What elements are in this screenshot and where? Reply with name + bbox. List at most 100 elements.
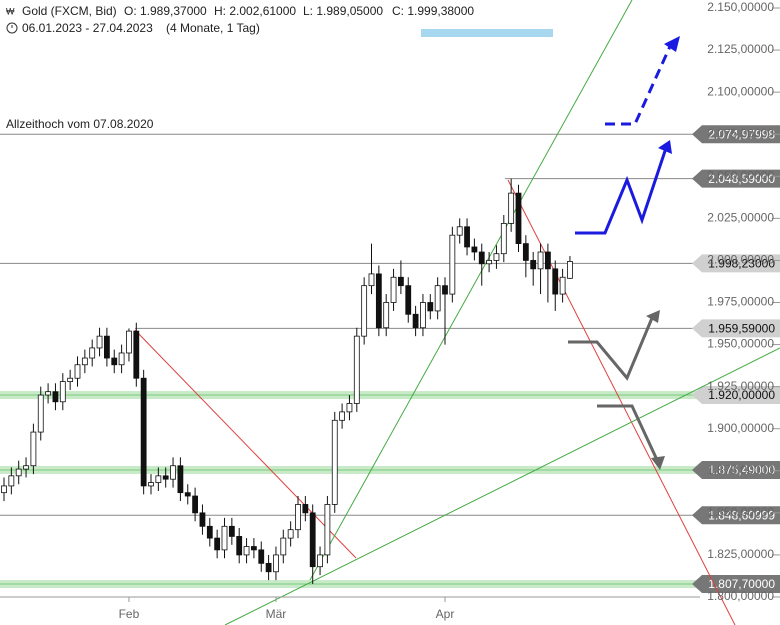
candle-body [8, 475, 15, 487]
candle-body [449, 234, 456, 295]
arrow-head [664, 36, 680, 52]
clock-icon [6, 22, 18, 34]
candle-body [295, 504, 301, 531]
level-label: 1.807,70000 [708, 577, 775, 591]
candle-body [170, 465, 176, 480]
candle-body [331, 419, 338, 505]
candle-body [434, 285, 441, 312]
arrow-head [658, 140, 672, 154]
candle-body [537, 251, 544, 270]
y-tick-label: 2.000,00000 [707, 253, 774, 267]
candle-body [52, 391, 59, 403]
y-tick-label: 1.950,00000 [707, 337, 774, 351]
y-tick-label: 2.025,00000 [707, 211, 774, 225]
close-value: C: 1.999,38000 [392, 4, 474, 18]
level-box [692, 169, 780, 188]
candle-body [412, 313, 419, 329]
candle-body [530, 260, 537, 270]
arrow [568, 317, 654, 381]
candle-body [552, 268, 559, 295]
level-label: 1.998,23000 [708, 257, 775, 271]
level-box [692, 319, 780, 338]
arrow [597, 404, 660, 463]
candle-body [155, 475, 162, 483]
candle-body [486, 260, 493, 265]
level-label: 1.875,49000 [708, 463, 775, 477]
trend-line [134, 329, 357, 559]
candle-body [545, 251, 551, 270]
candle-body [353, 335, 360, 404]
candle-body [148, 482, 154, 487]
x-tick-label: Mär [266, 607, 287, 621]
y-tick-label: 1.825,00000 [707, 547, 774, 561]
candle-body [508, 192, 515, 224]
candle-body [111, 357, 118, 366]
candle-body [81, 357, 88, 366]
trend-line [224, 347, 780, 625]
candle-body [104, 335, 110, 359]
level-box [692, 506, 780, 525]
candle-body [258, 549, 265, 564]
level-label: 2.074,97998 [708, 127, 775, 141]
candle-body [500, 223, 507, 255]
candle-body [37, 394, 44, 433]
candle-body [140, 377, 147, 487]
levels: 2.074,97998 2.048,59000 1.998,23000 1.959,5… [0, 125, 780, 594]
candle-body [287, 529, 294, 539]
open-value: O: 1.989,37000 [124, 4, 207, 18]
candle-body [265, 562, 272, 573]
candle-body [302, 504, 309, 514]
candle-body [317, 554, 323, 568]
candle-body [464, 226, 470, 248]
candle-body [346, 403, 353, 413]
candle-body [390, 276, 397, 303]
candle-body [96, 335, 103, 349]
candle-body [250, 546, 257, 551]
candle-body [273, 554, 279, 573]
candle-body [522, 243, 529, 261]
candle-body [89, 347, 96, 359]
low-value: L: 1.989,05000 [303, 4, 383, 18]
level-label: 1.848,60999 [708, 508, 775, 522]
arrow [605, 41, 674, 126]
level-box [692, 254, 780, 273]
level-label: 1.920,00000 [708, 388, 775, 402]
candle-body [442, 285, 448, 295]
candle-body [206, 525, 213, 539]
candle-body [45, 391, 51, 396]
annotation: Allzeithoch vom 07.08.2020 [6, 117, 154, 131]
candle-body [420, 302, 426, 329]
candle-body [478, 251, 485, 265]
candle-body [184, 492, 191, 497]
candle-body [456, 226, 463, 236]
candles [1, 178, 573, 585]
candle-body [59, 381, 66, 403]
candle-body [228, 525, 235, 537]
candle-body [471, 246, 478, 253]
x-tick-label: Feb [119, 607, 140, 621]
candle-body [280, 537, 287, 556]
y-tick-label: 2.075,00000 [707, 126, 774, 140]
candle-body [126, 330, 132, 354]
candle-body [368, 273, 375, 287]
candle-body [162, 475, 169, 480]
level-box [692, 575, 780, 594]
candle-body [30, 431, 37, 467]
candle-body [1, 485, 7, 494]
scenario-arrows [568, 36, 680, 470]
candle-body [192, 495, 199, 514]
candle-body [74, 364, 81, 379]
candle-body [214, 537, 221, 551]
arrow-head [651, 456, 665, 470]
candle-body [361, 285, 368, 337]
highlight-bar [421, 29, 553, 37]
arrow-head [646, 310, 660, 323]
icon: ₩ [6, 6, 15, 16]
candle-body [23, 465, 29, 470]
candle-body [493, 253, 500, 261]
candle-body [559, 276, 566, 295]
period-length: (4 Monate, 1 Tag) [166, 21, 260, 35]
level-label: 1.959,59000 [708, 322, 775, 336]
trend-line [309, 0, 633, 581]
